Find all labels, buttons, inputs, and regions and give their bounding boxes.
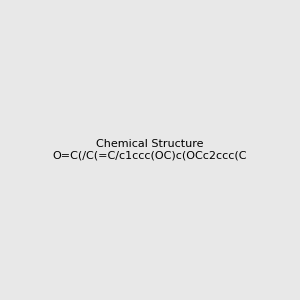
Text: Chemical Structure
O=C(/C(=C/c1ccc(OC)c(OCc2ccc(C: Chemical Structure O=C(/C(=C/c1ccc(OC)c(…: [53, 139, 247, 161]
